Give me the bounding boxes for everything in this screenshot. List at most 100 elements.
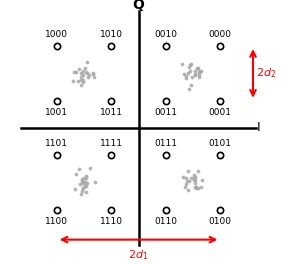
Point bbox=[192, 175, 197, 180]
Point bbox=[83, 176, 88, 180]
Point bbox=[196, 186, 200, 190]
Text: 1111: 1111 bbox=[100, 139, 123, 148]
Point bbox=[85, 60, 90, 64]
Text: 1000: 1000 bbox=[45, 30, 68, 39]
Point bbox=[88, 166, 92, 170]
Point bbox=[76, 67, 81, 71]
Point bbox=[199, 69, 204, 74]
Point bbox=[84, 184, 89, 188]
Point bbox=[80, 73, 85, 77]
Point bbox=[79, 192, 83, 196]
Text: 1010: 1010 bbox=[100, 30, 123, 39]
Point bbox=[193, 69, 197, 73]
Text: 1110: 1110 bbox=[100, 217, 123, 226]
Point bbox=[85, 181, 90, 185]
Point bbox=[82, 180, 87, 184]
Point bbox=[197, 71, 202, 75]
Text: 0010: 0010 bbox=[154, 30, 177, 39]
Point bbox=[192, 181, 197, 185]
Point bbox=[193, 73, 197, 77]
Point bbox=[184, 178, 189, 183]
Point bbox=[80, 186, 85, 190]
Text: 0101: 0101 bbox=[209, 139, 232, 148]
Point bbox=[197, 69, 201, 73]
Text: 1001: 1001 bbox=[45, 108, 68, 117]
Point bbox=[81, 180, 86, 184]
Point bbox=[189, 83, 194, 87]
Text: 0110: 0110 bbox=[154, 217, 177, 226]
Point bbox=[91, 71, 96, 75]
Text: I: I bbox=[257, 121, 261, 134]
Point bbox=[80, 69, 85, 73]
Text: 0000: 0000 bbox=[209, 30, 232, 39]
Point bbox=[80, 178, 84, 183]
Point bbox=[199, 185, 203, 190]
Point bbox=[79, 78, 84, 82]
Point bbox=[83, 183, 87, 187]
Text: 0011: 0011 bbox=[154, 108, 177, 117]
Point bbox=[86, 74, 90, 79]
Point bbox=[183, 176, 188, 180]
Text: 0001: 0001 bbox=[209, 108, 232, 117]
Point bbox=[193, 72, 197, 76]
Point bbox=[183, 182, 188, 186]
Point bbox=[182, 72, 187, 76]
Point bbox=[76, 79, 80, 83]
Point bbox=[196, 169, 200, 173]
Text: Q: Q bbox=[132, 0, 145, 12]
Point bbox=[194, 185, 198, 189]
Point bbox=[194, 66, 199, 70]
Point bbox=[81, 186, 85, 190]
Point bbox=[80, 78, 85, 82]
Point bbox=[188, 63, 192, 67]
Point bbox=[186, 65, 191, 69]
Text: 1100: 1100 bbox=[45, 217, 68, 226]
Point bbox=[181, 175, 186, 179]
Point bbox=[79, 181, 84, 185]
Text: $2d_2$: $2d_2$ bbox=[256, 67, 276, 80]
Point bbox=[78, 83, 83, 87]
Point bbox=[83, 66, 88, 70]
Point bbox=[73, 70, 78, 74]
Point bbox=[185, 169, 190, 173]
Point bbox=[194, 186, 198, 190]
Point bbox=[79, 189, 84, 193]
Point bbox=[84, 70, 88, 74]
Point bbox=[77, 167, 82, 171]
Point bbox=[183, 185, 187, 189]
Point bbox=[193, 185, 197, 189]
Point bbox=[192, 173, 197, 178]
Point bbox=[91, 75, 96, 79]
Point bbox=[184, 76, 189, 80]
Point bbox=[183, 74, 188, 78]
Point bbox=[188, 62, 193, 66]
Point bbox=[70, 79, 75, 83]
Point bbox=[85, 71, 89, 75]
Point bbox=[81, 80, 86, 84]
Point bbox=[187, 179, 191, 183]
Point bbox=[84, 173, 88, 178]
Point bbox=[188, 69, 193, 73]
Point bbox=[80, 177, 84, 181]
Point bbox=[196, 73, 201, 77]
Point bbox=[79, 75, 84, 79]
Point bbox=[196, 66, 200, 70]
Point bbox=[93, 180, 98, 184]
Point bbox=[193, 178, 198, 182]
Point bbox=[86, 73, 91, 77]
Point bbox=[190, 74, 194, 79]
Text: 1011: 1011 bbox=[100, 108, 123, 117]
Point bbox=[200, 177, 205, 182]
Point bbox=[187, 87, 191, 91]
Point bbox=[192, 175, 197, 180]
Point bbox=[77, 181, 82, 186]
Point bbox=[180, 62, 185, 66]
Point bbox=[197, 75, 202, 79]
Point bbox=[82, 176, 86, 180]
Point bbox=[90, 72, 95, 76]
Point bbox=[73, 172, 78, 176]
Point bbox=[186, 71, 190, 75]
Point bbox=[71, 70, 76, 74]
Text: 1101: 1101 bbox=[45, 139, 68, 148]
Point bbox=[73, 187, 77, 192]
